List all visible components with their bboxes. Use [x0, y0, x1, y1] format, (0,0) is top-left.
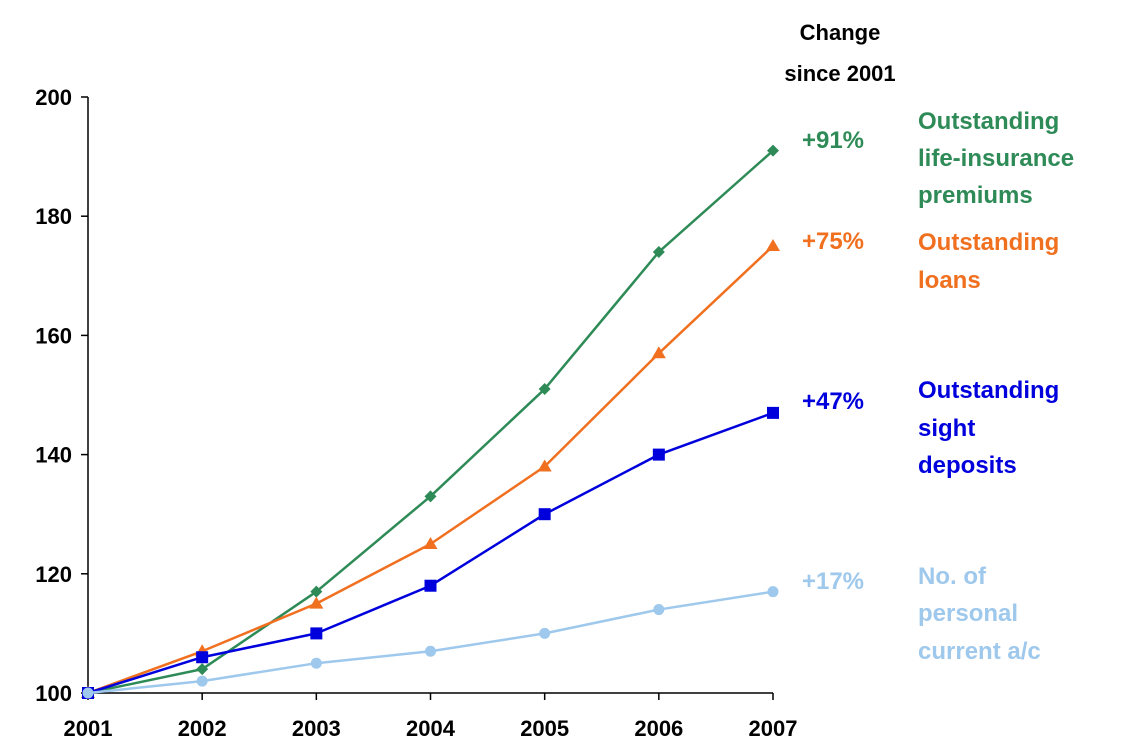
- data-point-life: [310, 585, 323, 598]
- data-point-life: [767, 144, 779, 157]
- series-name-loans: loans: [918, 267, 981, 294]
- data-point-sight: [310, 627, 323, 640]
- data-point-sight: [652, 448, 665, 461]
- series-name-loans: Outstanding: [918, 229, 1059, 256]
- data-point-loans: [423, 537, 438, 549]
- y-tick-label: 120: [35, 562, 72, 587]
- series-name-sight: sight: [918, 415, 975, 442]
- x-tick-label: 2006: [634, 716, 683, 741]
- series-line-accounts: [87, 590, 774, 695]
- change-header-line-2: since 2001: [784, 61, 895, 86]
- data-point-life: [196, 663, 209, 676]
- series-name-accounts: No. of: [918, 563, 987, 590]
- change-header-line-1: Change: [800, 20, 881, 45]
- x-tick-label: 2007: [749, 716, 798, 741]
- data-point-sight: [538, 508, 551, 521]
- x-tick-label: 2001: [64, 716, 113, 741]
- y-tick-label: 180: [35, 204, 72, 229]
- data-point-loans: [651, 346, 666, 359]
- data-point-loans: [309, 596, 324, 609]
- change-label-loans: +75%: [802, 228, 864, 255]
- data-point-loans: [537, 459, 552, 472]
- data-point-life: [424, 490, 437, 503]
- series-name-life: life-insurance: [918, 145, 1074, 172]
- y-tick-label: 160: [35, 323, 72, 348]
- data-point-life: [538, 383, 551, 396]
- data-point-accounts: [539, 627, 551, 639]
- data-point-accounts: [82, 687, 94, 699]
- x-tick-label: 2002: [178, 716, 227, 741]
- x-tick-label: 2003: [292, 716, 341, 741]
- series-name-life: premiums: [918, 182, 1033, 209]
- change-label-sight: +47%: [802, 388, 864, 415]
- y-tick-label: 100: [35, 681, 72, 706]
- series-name-sight: deposits: [918, 452, 1017, 479]
- change-label-accounts: +17%: [802, 568, 864, 595]
- data-point-accounts: [767, 586, 779, 598]
- data-point-sight: [196, 651, 209, 664]
- data-point-accounts: [310, 657, 322, 669]
- series-line-loans: [87, 245, 774, 695]
- data-point-life: [652, 245, 665, 258]
- series-line-life: [87, 149, 774, 695]
- data-point-accounts: [196, 675, 208, 687]
- series-name-accounts: personal: [918, 600, 1018, 627]
- series-name-accounts: current a/c: [918, 638, 1041, 665]
- data-point-loans: [766, 239, 780, 251]
- series-name-life: Outstanding: [918, 108, 1059, 135]
- series-name-sight: Outstanding: [918, 377, 1059, 404]
- x-tick-label: 2005: [520, 716, 569, 741]
- data-point-sight: [767, 406, 779, 419]
- data-point-sight: [424, 579, 437, 592]
- y-tick-label: 140: [35, 443, 72, 468]
- data-point-accounts: [653, 604, 665, 616]
- data-point-accounts: [425, 645, 436, 657]
- x-tick-label: 2004: [406, 716, 456, 741]
- change-label-life: +91%: [802, 127, 864, 154]
- y-tick-label: 200: [35, 85, 72, 110]
